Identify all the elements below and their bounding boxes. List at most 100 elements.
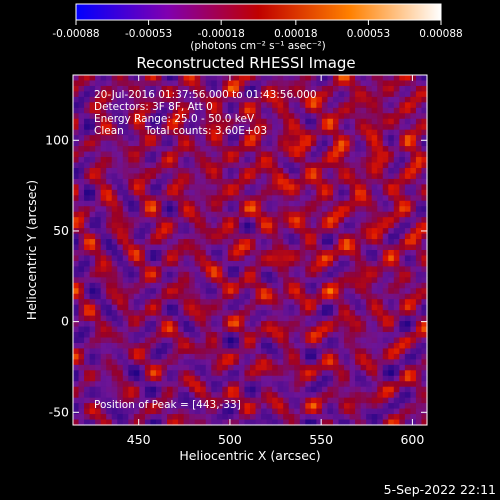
heatmap-cell: [205, 370, 212, 377]
heatmap-cell: [161, 342, 168, 350]
heatmap-cell: [95, 217, 102, 224]
heatmap-cell: [344, 118, 351, 125]
heatmap-cell: [111, 151, 118, 158]
heatmap-cell: [261, 282, 268, 289]
heatmap-cell: [172, 381, 179, 388]
heatmap-cell: [305, 102, 312, 109]
heatmap-cell: [272, 392, 279, 399]
heatmap-cell: [371, 299, 378, 306]
heatmap-cell: [233, 135, 240, 142]
heatmap-cell: [332, 288, 340, 295]
heatmap-cell: [161, 386, 168, 393]
heatmap-cell: [382, 381, 389, 388]
heatmap-cell: [95, 107, 102, 114]
heatmap-cell: [95, 75, 102, 82]
heatmap-cell: [238, 107, 246, 114]
heatmap-cell: [133, 353, 140, 360]
heatmap-cell: [250, 80, 257, 87]
heatmap-cell: [167, 348, 174, 355]
heatmap-cell: [250, 178, 257, 185]
heatmap-cell: [95, 364, 102, 371]
heatmap-cell: [150, 173, 157, 180]
heatmap-cell: [167, 364, 174, 371]
heatmap-cell: [294, 392, 301, 399]
heatmap-cell: [349, 80, 356, 87]
heatmap-cell: [332, 173, 340, 180]
heatmap-cell: [250, 135, 257, 142]
heatmap-cell: [299, 397, 306, 404]
heatmap-cell: [421, 135, 428, 142]
heatmap-cell: [167, 228, 174, 235]
heatmap-cell: [250, 337, 257, 344]
heatmap-cell: [244, 310, 251, 317]
heatmap-cell: [382, 266, 389, 273]
heatmap-cell: [167, 211, 174, 218]
heatmap-cell: [299, 386, 306, 393]
heatmap-cell: [310, 293, 317, 300]
heatmap-cell: [349, 337, 356, 344]
heatmap-cell: [133, 211, 140, 218]
heatmap-cell: [277, 124, 284, 131]
heatmap-cell: [150, 151, 157, 158]
heatmap-cell: [266, 140, 273, 147]
heatmap-cell: [344, 288, 351, 295]
heatmap-cell: [73, 135, 80, 142]
heatmap-cell: [388, 184, 395, 191]
heatmap-cell: [255, 326, 262, 333]
heatmap-cell: [266, 178, 273, 185]
heatmap-cell: [122, 85, 129, 93]
heatmap-cell: [327, 102, 334, 109]
heatmap-cell: [316, 326, 323, 333]
colorbar-tick-label: 0.00018: [274, 28, 317, 40]
heatmap-cell: [349, 299, 356, 306]
heatmap-cell: [366, 288, 373, 295]
heatmap-cell: [321, 414, 329, 421]
heatmap-cell: [122, 233, 129, 240]
heatmap-cell: [222, 277, 229, 284]
heatmap-cell: [305, 195, 312, 202]
heatmap-cell: [388, 211, 395, 218]
heatmap-cell: [250, 244, 257, 251]
heatmap-cell: [111, 260, 118, 268]
heatmap-cell: [272, 342, 279, 350]
heatmap-cell: [349, 107, 356, 114]
heatmap-cell: [89, 189, 96, 196]
heatmap-cell: [305, 386, 312, 393]
heatmap-cell: [310, 326, 317, 333]
heatmap-cell: [155, 217, 163, 224]
heatmap-cell: [404, 239, 412, 246]
heatmap-cell: [277, 96, 284, 103]
heatmap-cell: [233, 157, 240, 164]
heatmap-cell: [216, 250, 223, 257]
heatmap-cell: [382, 85, 389, 93]
heatmap-cell: [139, 162, 146, 169]
heatmap-cell: [283, 184, 290, 191]
heatmap-cell: [238, 75, 246, 82]
heatmap-cell: [393, 129, 400, 136]
heatmap-cell: [250, 277, 257, 284]
heatmap-cell: [200, 332, 207, 339]
heatmap-cell: [122, 118, 129, 125]
heatmap-cell: [415, 271, 423, 278]
heatmap-cell: [360, 392, 367, 399]
heatmap-cell: [393, 211, 400, 218]
heatmap-cell: [283, 271, 290, 278]
heatmap-cell: [299, 364, 306, 371]
heatmap-cell: [344, 403, 351, 410]
heatmap-cell: [95, 266, 102, 273]
heatmap-cell: [299, 337, 306, 344]
heatmap-cell: [227, 135, 235, 142]
heatmap-cell: [349, 113, 356, 120]
heatmap-cell: [415, 353, 423, 360]
heatmap-cell: [205, 91, 212, 98]
heatmap-cell: [421, 397, 428, 404]
heatmap-cell: [128, 293, 135, 300]
heatmap-cell: [78, 288, 85, 295]
heatmap-cell: [415, 386, 423, 393]
heatmap-cell: [377, 107, 384, 114]
heatmap-cell: [305, 315, 312, 322]
heatmap-cell: [410, 414, 417, 421]
heatmap-cell: [100, 293, 107, 300]
heatmap-cell: [117, 375, 124, 382]
heatmap-cell: [78, 124, 85, 131]
